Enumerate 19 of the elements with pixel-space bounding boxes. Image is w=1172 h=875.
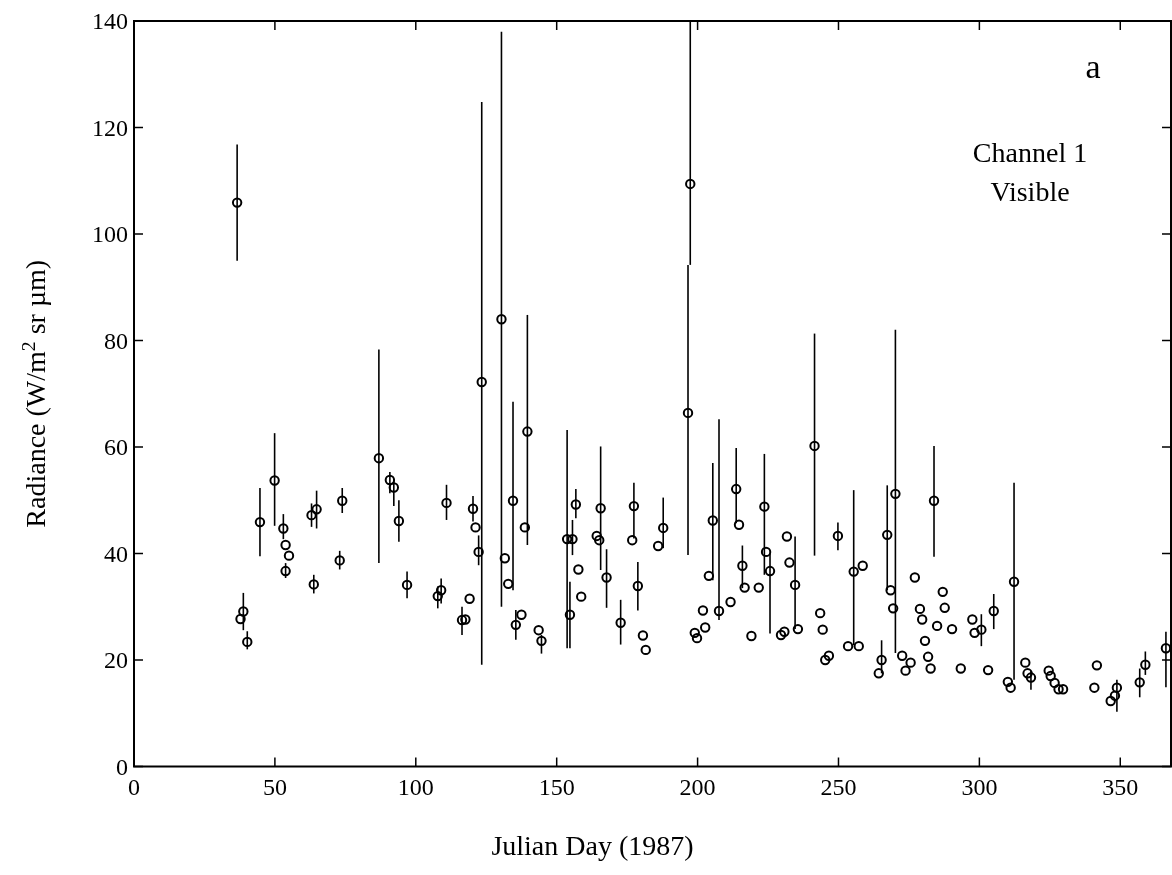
x-tick-label: 100 — [397, 773, 434, 800]
y-tick-label: 80 — [104, 327, 128, 354]
x-tick-label: 350 — [1102, 773, 1139, 800]
x-tick-label: 50 — [262, 773, 287, 800]
y-tick-label: 0 — [116, 753, 128, 780]
annotation: a — [1085, 48, 1101, 85]
annotation: Visible — [990, 176, 1070, 207]
y-tick-label: 140 — [92, 8, 128, 34]
annotation: Channel 1 — [972, 137, 1088, 168]
x-tick-label: 250 — [820, 773, 857, 800]
y-tick-label: 100 — [92, 221, 128, 247]
x-tick-label: 300 — [961, 773, 998, 800]
y-tick-label: 40 — [104, 540, 128, 567]
x-axis-title: Julian Day (1987) — [491, 829, 694, 861]
x-tick-label: 200 — [679, 773, 716, 800]
y-tick-label: 20 — [104, 647, 128, 673]
y-tick-label: 60 — [104, 434, 128, 460]
y-tick-label: 120 — [92, 114, 128, 141]
x-tick-label: 150 — [538, 773, 575, 800]
